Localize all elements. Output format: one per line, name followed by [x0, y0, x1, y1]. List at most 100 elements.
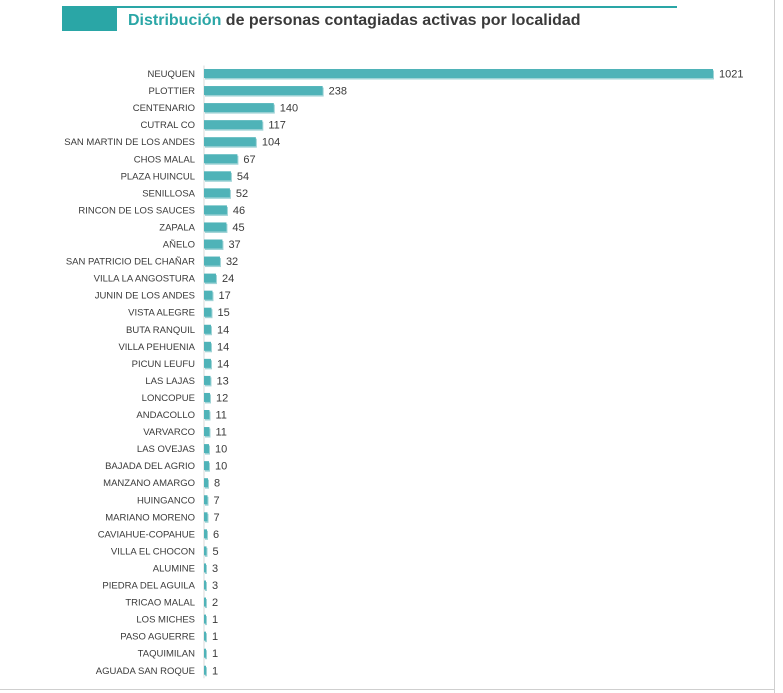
- category-label: PLOTTIER: [149, 86, 196, 97]
- value-label: 2: [212, 597, 218, 609]
- value-label: 12: [216, 392, 228, 404]
- bar: [204, 478, 208, 488]
- value-label: 104: [262, 137, 280, 149]
- bar: [204, 222, 227, 232]
- category-label: LONCOPUE: [142, 393, 195, 404]
- bar: [204, 188, 230, 198]
- category-label: VILLA PEHUENIA: [118, 342, 195, 353]
- category-label: VISTA ALEGRE: [128, 308, 195, 319]
- category-label: CENTENARIO: [133, 103, 195, 114]
- value-label: 1: [212, 631, 218, 643]
- value-label: 3: [212, 563, 218, 575]
- category-label: MARIANO MORENO: [105, 512, 195, 523]
- category-label: SENILLOSA: [142, 188, 195, 199]
- bar: [204, 290, 213, 300]
- value-label: 8: [214, 478, 220, 490]
- bar: [204, 614, 206, 624]
- value-label: 238: [329, 86, 347, 98]
- category-label: MANZANO AMARGO: [103, 478, 195, 489]
- page-edge-right: [774, 0, 775, 693]
- bar: [204, 461, 209, 471]
- bar: [204, 358, 211, 368]
- value-label: 7: [213, 495, 219, 507]
- category-label: AÑELO: [163, 240, 195, 251]
- value-label: 1021: [719, 69, 743, 81]
- value-label: 1: [212, 648, 218, 660]
- value-label: 140: [280, 103, 298, 115]
- category-label: CAVIAHUE-COPAHUE: [98, 529, 195, 540]
- value-label: 52: [236, 188, 248, 200]
- bar: [204, 103, 274, 113]
- value-label: 14: [217, 324, 229, 336]
- category-label: TRICAO MALAL: [125, 598, 195, 609]
- value-label: 13: [216, 375, 228, 387]
- category-label: AGUADA SAN ROQUE: [96, 666, 195, 677]
- bar: [204, 580, 206, 590]
- category-label: VARVARCO: [143, 427, 195, 438]
- value-label: 11: [215, 410, 226, 422]
- page-edge-bottom: [0, 689, 775, 690]
- bar: [204, 631, 206, 641]
- chart-title-accent: Distribución: [128, 12, 222, 29]
- value-label: 32: [226, 256, 238, 268]
- category-label: CHOS MALAL: [134, 154, 195, 165]
- value-label: 24: [222, 273, 234, 285]
- value-label: 1: [212, 614, 218, 626]
- category-label: ALUMINE: [153, 563, 195, 574]
- category-label: VILLA LA ANGOSTURA: [94, 274, 196, 285]
- value-label: 14: [217, 341, 229, 353]
- category-label: CUTRAL CO: [140, 120, 195, 131]
- value-label: 7: [213, 512, 219, 524]
- bar: [204, 239, 223, 249]
- bar: [204, 273, 216, 283]
- header-rule: [117, 6, 677, 8]
- value-label: 46: [233, 205, 245, 217]
- category-label: LAS OVEJAS: [137, 444, 195, 455]
- bar: [204, 529, 207, 539]
- bar: [204, 665, 206, 675]
- value-label: 17: [218, 290, 230, 302]
- chart-title-rest: de personas contagiadas activas por loca…: [221, 12, 581, 29]
- bar: [204, 512, 208, 522]
- bar: [204, 563, 206, 573]
- value-label: 5: [212, 546, 218, 558]
- category-label: NEUQUEN: [147, 69, 195, 80]
- category-label: PIEDRA DEL AGUILA: [102, 581, 195, 592]
- category-label: JUNIN DE LOS ANDES: [95, 291, 195, 302]
- bar: [204, 307, 212, 317]
- category-label: VILLA EL CHOCON: [111, 546, 195, 557]
- value-label: 37: [228, 239, 240, 251]
- bar: [204, 546, 207, 556]
- value-label: 10: [215, 461, 227, 473]
- category-label: LOS MICHES: [136, 615, 195, 626]
- category-label: PICUN LEUFU: [132, 359, 195, 370]
- value-label: 67: [243, 154, 255, 166]
- category-label: ZAPALA: [159, 222, 195, 233]
- category-label: SAN MARTIN DE LOS ANDES: [64, 137, 195, 148]
- category-label: PASO AGUERRE: [120, 632, 195, 643]
- bar: [204, 120, 263, 130]
- bar: [204, 324, 211, 334]
- value-label: 1: [212, 665, 218, 677]
- category-label: PLAZA HUINCUL: [121, 171, 195, 182]
- value-label: 117: [268, 120, 286, 132]
- category-label: BAJADA DEL AGRIO: [105, 461, 195, 472]
- category-label: TAQUIMILAN: [138, 649, 195, 660]
- value-label: 6: [213, 529, 219, 541]
- value-label: 15: [217, 307, 229, 319]
- value-label: 54: [237, 171, 249, 183]
- bar: [204, 341, 211, 351]
- bar: [204, 137, 256, 147]
- value-label: 10: [215, 444, 227, 456]
- category-label: HUINGANCO: [137, 495, 195, 506]
- category-label: SAN PATRICIO DEL CHAÑAR: [66, 257, 195, 268]
- bar: [204, 648, 206, 658]
- bar: [204, 375, 211, 385]
- header-accent-block: [62, 6, 117, 31]
- bar: [204, 410, 210, 419]
- bar: [204, 171, 231, 181]
- bar: [204, 444, 209, 454]
- value-label: 45: [232, 222, 244, 234]
- bar: [204, 597, 206, 607]
